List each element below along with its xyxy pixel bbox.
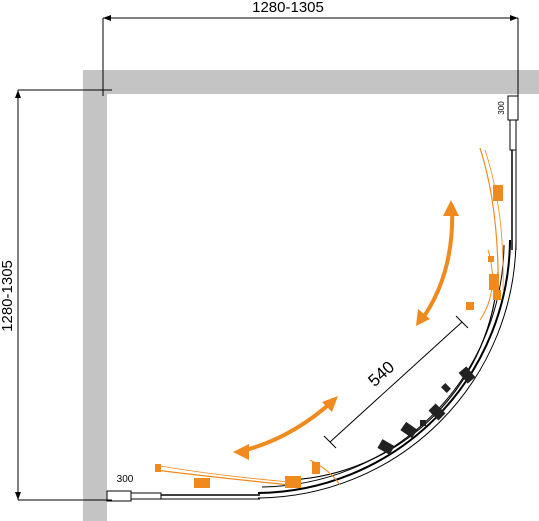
orange-rollers bbox=[155, 185, 503, 488]
door-motion-arrows bbox=[233, 200, 459, 460]
wall-profile-right bbox=[507, 95, 519, 250]
left-dimension: 1280-1305 bbox=[0, 89, 112, 501]
left-dimension-label: 1280-1305 bbox=[0, 260, 16, 332]
opening-dimension-label: 540 bbox=[364, 357, 398, 390]
door-open-positions bbox=[154, 147, 504, 487]
top-dimension-label: 1280-1305 bbox=[252, 0, 324, 16]
profile-label-top-right: 300 bbox=[497, 101, 506, 115]
opening-dimension: 540 bbox=[323, 315, 469, 449]
black-rollers bbox=[377, 366, 476, 455]
wall-profile-bottom bbox=[106, 490, 260, 502]
top-dimension: 1280-1305 bbox=[102, 0, 519, 96]
wall-top bbox=[83, 70, 539, 94]
profile-label-bottom-left: 300 bbox=[117, 474, 134, 485]
wall-left bbox=[83, 70, 107, 521]
